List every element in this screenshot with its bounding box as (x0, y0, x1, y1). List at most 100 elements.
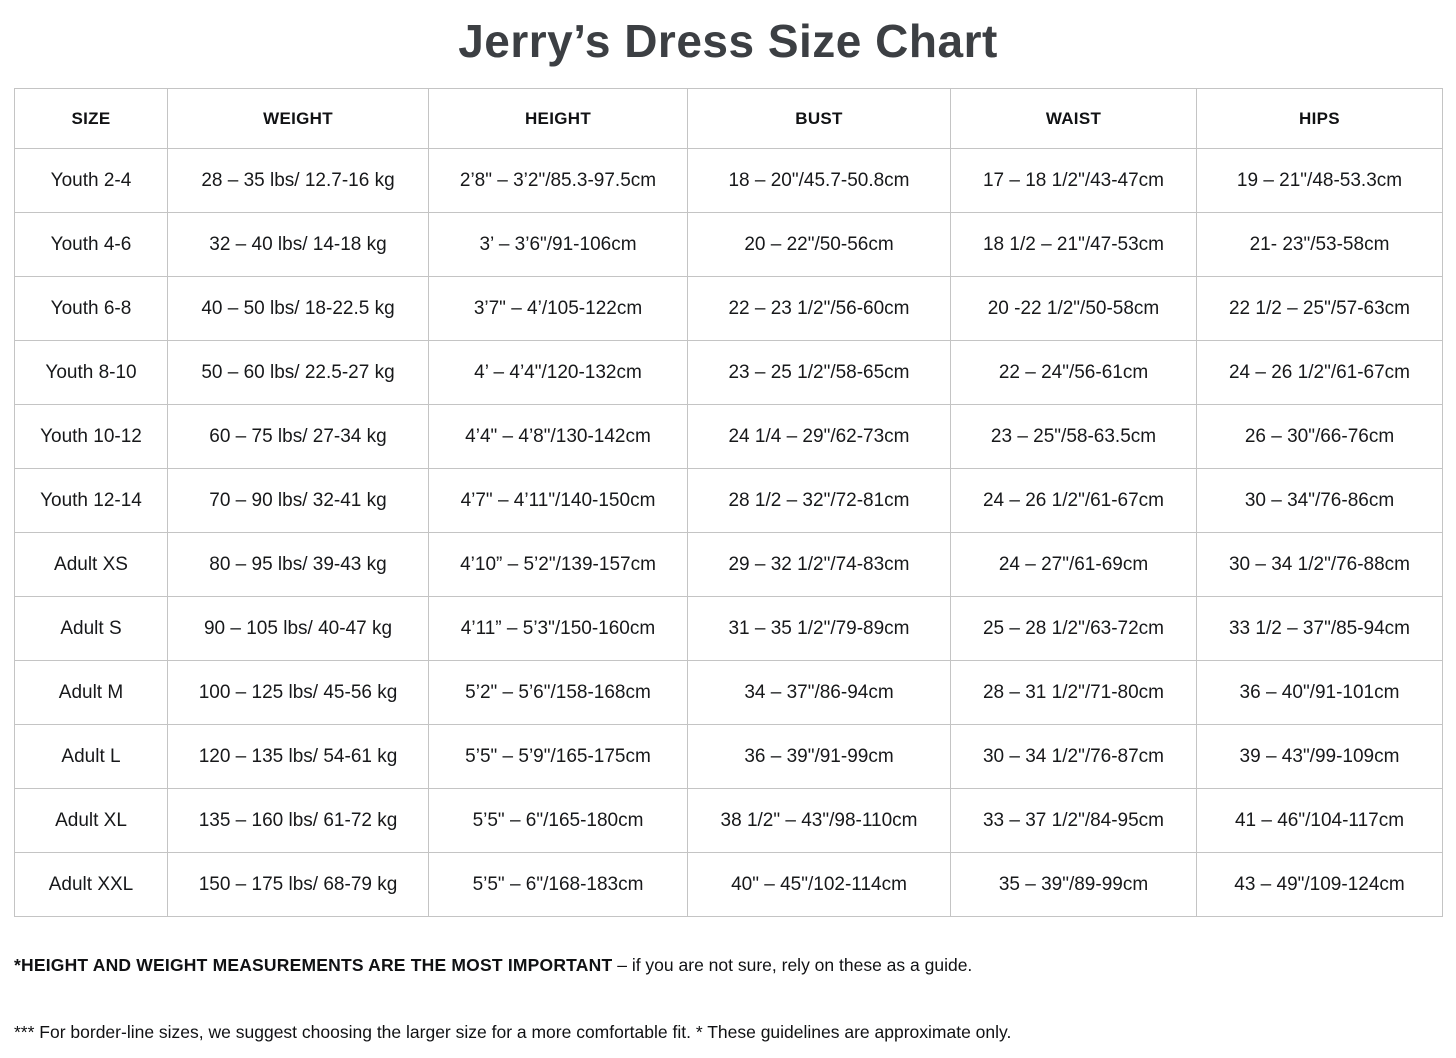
bust-cell: 34 – 37"/86-94cm (687, 660, 951, 725)
size-cell: Youth 12-14 (14, 468, 168, 533)
waist-cell: 18 1/2 – 21"/47-53cm (950, 212, 1197, 277)
size-cell: Youth 6-8 (14, 276, 168, 341)
weight-cell: 40 – 50 lbs/ 18-22.5 kg (167, 276, 429, 341)
weight-cell: 150 – 175 lbs/ 68-79 kg (167, 852, 429, 917)
size-cell: Adult XXL (14, 852, 168, 917)
size-cell: Youth 10-12 (14, 404, 168, 469)
footnote-borderline: *** For border-line sizes, we suggest ch… (14, 1022, 1012, 1042)
table-row: Youth 10-12 60 – 75 lbs/ 27-34 kg 4’4" –… (14, 404, 1443, 469)
size-cell: Youth 4-6 (14, 212, 168, 277)
size-cell: Adult L (14, 724, 168, 789)
weight-cell: 135 – 160 lbs/ 61-72 kg (167, 788, 429, 853)
height-cell: 5’5" – 6"/168-183cm (428, 852, 688, 917)
bust-cell: 20 – 22"/50-56cm (687, 212, 951, 277)
size-cell: Youth 2-4 (14, 148, 168, 213)
weight-cell: 28 – 35 lbs/ 12.7-16 kg (167, 148, 429, 213)
table-row: Adult M 100 – 125 lbs/ 45-56 kg 5’2" – 5… (14, 660, 1443, 725)
weight-cell: 100 – 125 lbs/ 45-56 kg (167, 660, 429, 725)
size-chart-table: SIZE WEIGHT HEIGHT BUST WAIST HIPS Youth… (14, 88, 1443, 917)
size-column-header: SIZE (14, 88, 168, 149)
hips-cell: 30 – 34"/76-86cm (1196, 468, 1443, 533)
table-row: Youth 4-6 32 – 40 lbs/ 14-18 kg 3’ – 3’6… (14, 212, 1443, 277)
hips-cell: 36 – 40"/91-101cm (1196, 660, 1443, 725)
hips-cell: 30 – 34 1/2"/76-88cm (1196, 532, 1443, 597)
weight-column-header: WEIGHT (167, 88, 429, 149)
table-row: Youth 8-10 50 – 60 lbs/ 22.5-27 kg 4’ – … (14, 340, 1443, 405)
bust-cell: 28 1/2 – 32"/72-81cm (687, 468, 951, 533)
weight-cell: 80 – 95 lbs/ 39-43 kg (167, 532, 429, 597)
bust-cell: 22 – 23 1/2"/56-60cm (687, 276, 951, 341)
weight-cell: 70 – 90 lbs/ 32-41 kg (167, 468, 429, 533)
hips-column-header: HIPS (1196, 88, 1443, 149)
bust-cell: 40" – 45"/102-114cm (687, 852, 951, 917)
table-row: Adult XXL 150 – 175 lbs/ 68-79 kg 5’5" –… (14, 852, 1443, 917)
waist-cell: 23 – 25"/58-63.5cm (950, 404, 1197, 469)
table-header: SIZE WEIGHT HEIGHT BUST WAIST HIPS (14, 88, 1443, 149)
height-cell: 5’5" – 5’9"/165-175cm (428, 724, 688, 789)
bust-cell: 38 1/2" – 43"/98-110cm (687, 788, 951, 853)
table-row: Youth 2-4 28 – 35 lbs/ 12.7-16 kg 2’8" –… (14, 148, 1443, 213)
height-cell: 5’2" – 5’6"/158-168cm (428, 660, 688, 725)
size-cell: Adult S (14, 596, 168, 661)
table-body: Youth 2-4 28 – 35 lbs/ 12.7-16 kg 2’8" –… (14, 148, 1443, 917)
bust-cell: 23 – 25 1/2"/58-65cm (687, 340, 951, 405)
waist-column-header: WAIST (950, 88, 1197, 149)
page-title: Jerry’s Dress Size Chart (458, 15, 998, 67)
bust-cell: 29 – 32 1/2"/74-83cm (687, 532, 951, 597)
hips-cell: 41 – 46"/104-117cm (1196, 788, 1443, 853)
bust-cell: 18 – 20"/45.7-50.8cm (687, 148, 951, 213)
bust-column-header: BUST (687, 88, 951, 149)
waist-cell: 20 -22 1/2"/50-58cm (950, 276, 1197, 341)
waist-cell: 22 – 24"/56-61cm (950, 340, 1197, 405)
table-row: Youth 12-14 70 – 90 lbs/ 32-41 kg 4’7" –… (14, 468, 1443, 533)
height-cell: 3’ – 3’6"/91-106cm (428, 212, 688, 277)
weight-cell: 120 – 135 lbs/ 54-61 kg (167, 724, 429, 789)
hips-cell: 21- 23"/53-58cm (1196, 212, 1443, 277)
bust-cell: 24 1/4 – 29"/62-73cm (687, 404, 951, 469)
size-cell: Adult M (14, 660, 168, 725)
hips-cell: 19 – 21"/48-53.3cm (1196, 148, 1443, 213)
table-row: Adult S 90 – 105 lbs/ 40-47 kg 4’11” – 5… (14, 596, 1443, 661)
size-cell: Adult XL (14, 788, 168, 853)
waist-cell: 17 – 18 1/2"/43-47cm (950, 148, 1197, 213)
waist-cell: 35 – 39"/89-99cm (950, 852, 1197, 917)
waist-cell: 28 – 31 1/2"/71-80cm (950, 660, 1197, 725)
waist-cell: 33 – 37 1/2"/84-95cm (950, 788, 1197, 853)
bust-cell: 31 – 35 1/2"/79-89cm (687, 596, 951, 661)
height-cell: 4’11” – 5’3"/150-160cm (428, 596, 688, 661)
footnotes: *HEIGHT AND WEIGHT MEASUREMENTS ARE THE … (14, 955, 1456, 1043)
weight-cell: 90 – 105 lbs/ 40-47 kg (167, 596, 429, 661)
hips-cell: 33 1/2 – 37"/85-94cm (1196, 596, 1443, 661)
footnote-rest-text: – if you are not sure, rely on these as … (617, 955, 973, 975)
hips-cell: 24 – 26 1/2"/61-67cm (1196, 340, 1443, 405)
hips-cell: 22 1/2 – 25"/57-63cm (1196, 276, 1443, 341)
size-cell: Adult XS (14, 532, 168, 597)
waist-cell: 24 – 26 1/2"/61-67cm (950, 468, 1197, 533)
size-cell: Youth 8-10 (14, 340, 168, 405)
hips-cell: 26 – 30"/66-76cm (1196, 404, 1443, 469)
table-row: Youth 6-8 40 – 50 lbs/ 18-22.5 kg 3’7" –… (14, 276, 1443, 341)
height-cell: 4’4" – 4’8"/130-142cm (428, 404, 688, 469)
height-cell: 3’7" – 4’/105-122cm (428, 276, 688, 341)
height-cell: 4’7" – 4’11"/140-150cm (428, 468, 688, 533)
table-row: Adult XS 80 – 95 lbs/ 39-43 kg 4’10” – 5… (14, 532, 1443, 597)
footnote-bold-text: *HEIGHT AND WEIGHT MEASUREMENTS ARE THE … (14, 955, 613, 975)
hips-cell: 43 – 49"/109-124cm (1196, 852, 1443, 917)
height-cell: 5’5" – 6"/165-180cm (428, 788, 688, 853)
weight-cell: 32 – 40 lbs/ 14-18 kg (167, 212, 429, 277)
height-cell: 4’ – 4’4"/120-132cm (428, 340, 688, 405)
table-row: Adult L 120 – 135 lbs/ 54-61 kg 5’5" – 5… (14, 724, 1443, 789)
waist-cell: 30 – 34 1/2"/76-87cm (950, 724, 1197, 789)
bust-cell: 36 – 39"/91-99cm (687, 724, 951, 789)
weight-cell: 60 – 75 lbs/ 27-34 kg (167, 404, 429, 469)
height-column-header: HEIGHT (428, 88, 688, 149)
height-cell: 4’10” – 5’2"/139-157cm (428, 532, 688, 597)
header-row: SIZE WEIGHT HEIGHT BUST WAIST HIPS (14, 88, 1443, 149)
waist-cell: 24 – 27"/61-69cm (950, 532, 1197, 597)
footnote-height-weight: *HEIGHT AND WEIGHT MEASUREMENTS ARE THE … (14, 955, 1456, 976)
hips-cell: 39 – 43"/99-109cm (1196, 724, 1443, 789)
waist-cell: 25 – 28 1/2"/63-72cm (950, 596, 1197, 661)
table-row: Adult XL 135 – 160 lbs/ 61-72 kg 5’5" – … (14, 788, 1443, 853)
weight-cell: 50 – 60 lbs/ 22.5-27 kg (167, 340, 429, 405)
